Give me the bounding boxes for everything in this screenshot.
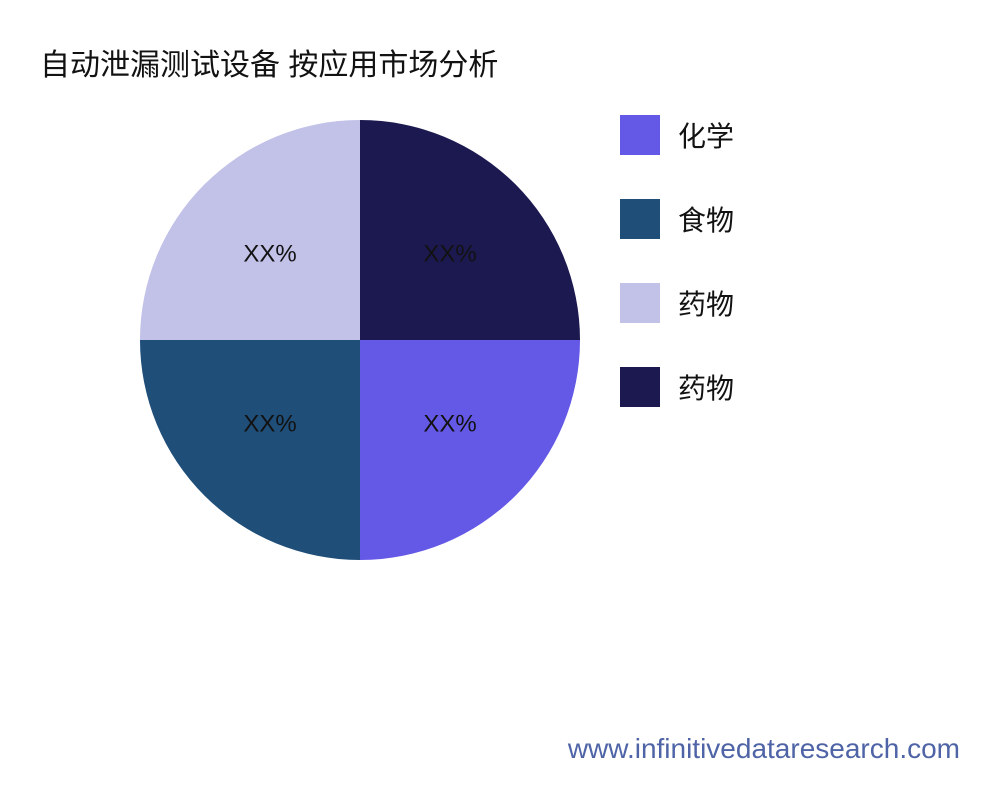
legend-swatch <box>620 115 660 155</box>
legend-label: 食物 <box>678 199 734 239</box>
pie-slice <box>360 120 580 340</box>
pie-chart: XX% XX% XX% XX% <box>140 120 580 560</box>
legend-label: 化学 <box>678 115 734 155</box>
pie-slice <box>140 120 360 340</box>
legend-swatch <box>620 283 660 323</box>
legend-swatch <box>620 367 660 407</box>
legend-item: 药物 <box>620 283 734 323</box>
pie-svg: XX% XX% XX% XX% <box>140 120 580 560</box>
legend-swatch <box>620 199 660 239</box>
pie-slice-label: XX% <box>423 240 476 267</box>
pie-slice-label: XX% <box>423 410 476 437</box>
legend-label: 药物 <box>678 283 734 323</box>
chart-container: 自动泄漏测试设备 按应用市场分析 XX% XX% XX% XX% 化学 食物 药物 药… <box>0 0 1000 800</box>
pie-slice <box>360 340 580 560</box>
legend-item: 化学 <box>620 115 734 155</box>
pie-slice-label: XX% <box>243 410 296 437</box>
legend: 化学 食物 药物 药物 <box>620 115 734 407</box>
legend-label: 药物 <box>678 367 734 407</box>
chart-title: 自动泄漏测试设备 按应用市场分析 <box>40 40 498 84</box>
pie-slice-label: XX% <box>243 240 296 267</box>
pie-slice <box>140 340 360 560</box>
legend-item: 药物 <box>620 367 734 407</box>
footer-link: www.infinitivedataresearch.com <box>568 733 960 765</box>
legend-item: 食物 <box>620 199 734 239</box>
